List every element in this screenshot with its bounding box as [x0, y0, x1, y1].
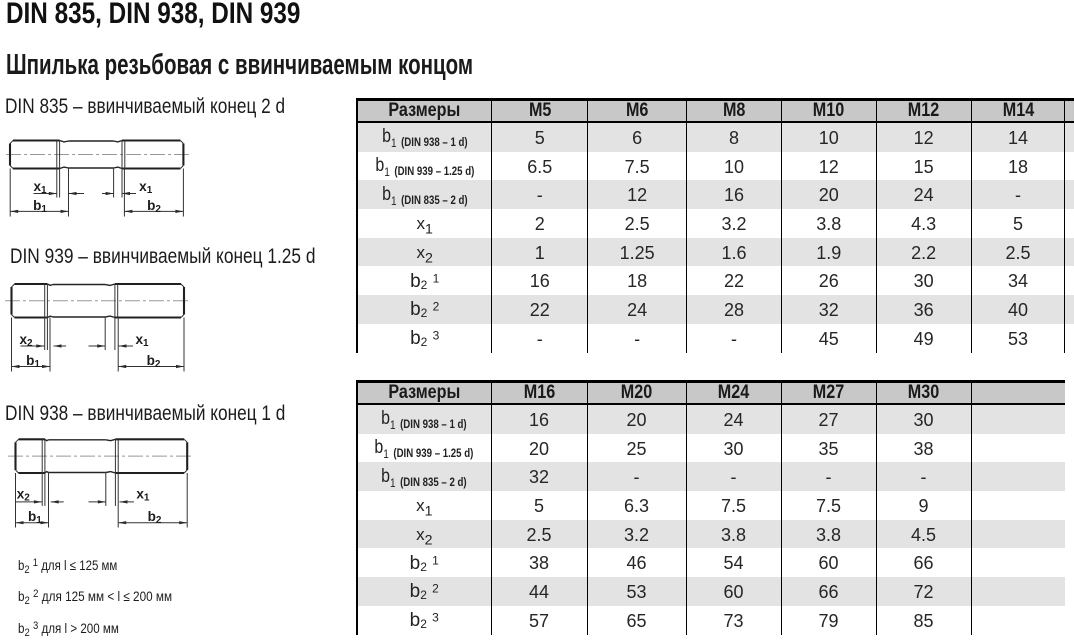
svg-text:b2: b2	[147, 353, 161, 370]
svg-text:x1: x1	[139, 179, 153, 196]
svg-text:b1: b1	[28, 509, 42, 526]
svg-text:x2: x2	[17, 487, 31, 504]
svg-text:b1: b1	[26, 353, 40, 370]
svg-text:x2: x2	[19, 332, 33, 349]
svg-text:b2: b2	[147, 198, 161, 215]
svg-text:b1: b1	[33, 198, 47, 215]
svg-text:b2: b2	[148, 509, 162, 526]
svg-text:x1: x1	[135, 332, 149, 349]
svg-text:x1: x1	[33, 179, 47, 196]
svg-text:x1: x1	[136, 487, 150, 504]
